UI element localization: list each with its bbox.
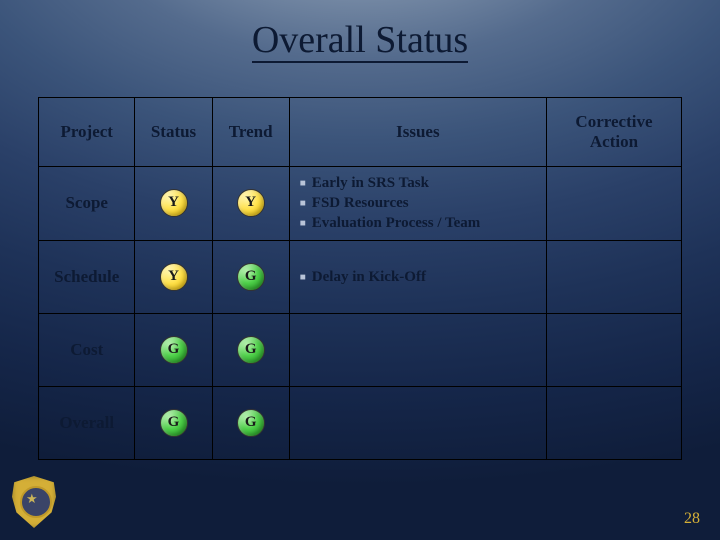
col-status: Status	[135, 97, 212, 166]
table-row: Schedule Y G Delay in Kick-Off	[39, 240, 682, 313]
row-label: Scope	[39, 166, 135, 240]
status-indicator-icon: G	[160, 336, 188, 364]
col-trend: Trend	[212, 97, 289, 166]
action-cell	[546, 166, 681, 240]
status-cell: G	[135, 386, 212, 459]
issues-list: Early in SRS Task FSD Resources Evaluati…	[298, 173, 538, 234]
issue-item: Delay in Kick-Off	[300, 267, 536, 287]
badge-shield-shape: ★	[12, 476, 56, 528]
issue-item: Evaluation Process / Team	[300, 213, 536, 233]
page-number: 28	[684, 510, 700, 528]
trend-cell: G	[212, 240, 289, 313]
row-label: Overall	[39, 386, 135, 459]
status-indicator-icon: Y	[160, 189, 188, 217]
col-issues: Issues	[289, 97, 546, 166]
trend-indicator-letter: G	[245, 414, 257, 431]
trend-indicator-letter: Y	[245, 194, 256, 211]
trend-cell: Y	[212, 166, 289, 240]
status-indicator-letter: Y	[168, 268, 179, 285]
trend-cell: G	[212, 313, 289, 386]
page-title: Overall Status	[0, 0, 720, 63]
col-action: Corrective Action	[546, 97, 681, 166]
trend-indicator-icon: Y	[237, 189, 265, 217]
badge-icon: ★	[12, 476, 56, 528]
status-table: Project Status Trend Issues Corrective A…	[38, 97, 682, 460]
table-row: Overall G G	[39, 386, 682, 459]
page-title-text: Overall Status	[252, 21, 468, 63]
issues-cell: Early in SRS Task FSD Resources Evaluati…	[289, 166, 546, 240]
status-cell: Y	[135, 166, 212, 240]
status-indicator-icon: G	[160, 409, 188, 437]
table-row: Cost G G	[39, 313, 682, 386]
issue-item: Early in SRS Task	[300, 173, 536, 193]
col-project: Project	[39, 97, 135, 166]
status-indicator-letter: G	[168, 414, 180, 431]
status-indicator-letter: Y	[168, 194, 179, 211]
issues-cell	[289, 313, 546, 386]
trend-indicator-letter: G	[245, 268, 257, 285]
trend-indicator-icon: G	[237, 336, 265, 364]
issues-cell	[289, 386, 546, 459]
action-cell	[546, 240, 681, 313]
issues-cell: Delay in Kick-Off	[289, 240, 546, 313]
trend-indicator-icon: G	[237, 409, 265, 437]
status-table-wrapper: Project Status Trend Issues Corrective A…	[38, 97, 682, 460]
status-indicator-icon: Y	[160, 263, 188, 291]
status-cell: G	[135, 313, 212, 386]
row-label: Cost	[39, 313, 135, 386]
issue-item: FSD Resources	[300, 193, 536, 213]
trend-indicator-icon: G	[237, 263, 265, 291]
status-cell: Y	[135, 240, 212, 313]
status-indicator-letter: G	[168, 341, 180, 358]
table-header-row: Project Status Trend Issues Corrective A…	[39, 97, 682, 166]
trend-indicator-letter: G	[245, 341, 257, 358]
issues-list: Delay in Kick-Off	[298, 267, 538, 287]
action-cell	[546, 313, 681, 386]
row-label: Schedule	[39, 240, 135, 313]
trend-cell: G	[212, 386, 289, 459]
badge-star-icon: ★	[26, 491, 38, 507]
table-row: Scope Y Y Early in SRS Task FSD Resource…	[39, 166, 682, 240]
action-cell	[546, 386, 681, 459]
